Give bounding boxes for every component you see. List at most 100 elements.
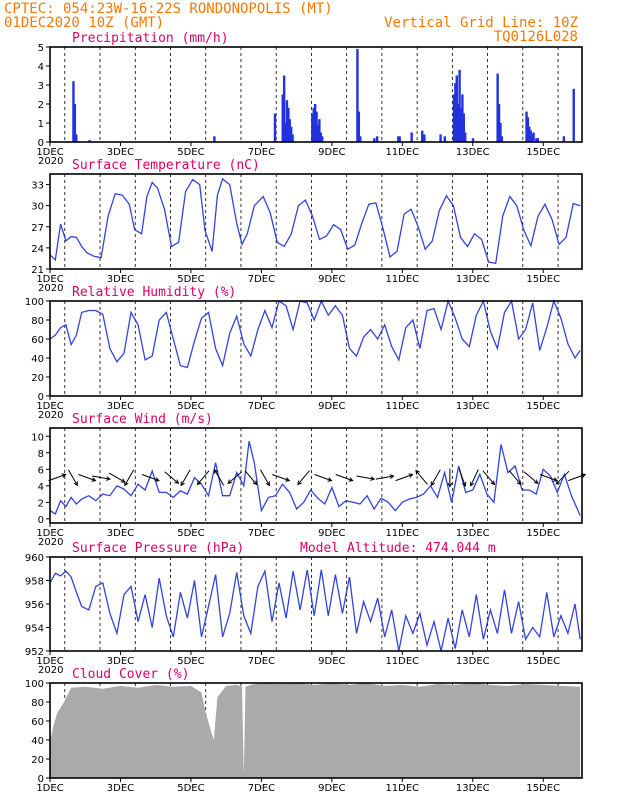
wind-arrow (180, 469, 191, 487)
wind-arrow-shaft (78, 474, 96, 482)
wind-arrow (78, 474, 97, 482)
x-tick-label: 1DEC (36, 401, 63, 412)
wind-arrow (164, 471, 180, 485)
y-tick-label: 8 (38, 449, 44, 460)
precip-bar (423, 134, 426, 142)
wind-arrow (430, 469, 441, 487)
y-tick-label: 40 (31, 354, 44, 365)
x-tick-label: 15DEC (526, 783, 560, 794)
panel-annotation-pressure: Model Altitude: 474.044 m (300, 541, 496, 556)
wind-arrow (508, 470, 522, 486)
humidity-series-line (49, 298, 581, 369)
y-tick-label: 956 (25, 600, 44, 611)
year-label: 2020 (38, 537, 63, 548)
wind-arrow (447, 468, 453, 488)
wind-arrow-shaft (539, 474, 558, 482)
wind-arrow-head (469, 481, 475, 487)
x-tick-label: 5DEC (177, 783, 204, 794)
x-tick-label: 11DEC (385, 656, 419, 667)
precip-bar (499, 123, 502, 142)
wind-arrow-shaft (92, 475, 111, 480)
y-tick-label: 24 (31, 244, 44, 255)
precip-bar (536, 138, 540, 142)
wind-arrow-head (73, 481, 78, 487)
wind-arrow-head (91, 477, 97, 482)
wind-arrow-head (297, 480, 302, 486)
wind-arrow (196, 470, 210, 486)
x-tick-label: 3DEC (107, 783, 134, 794)
wind-arrow-head (430, 481, 435, 487)
x-tick-label: 1DEC (36, 274, 63, 285)
wind-arrow-head (490, 480, 496, 486)
precip-bar (75, 134, 78, 142)
year-label: 2020 (38, 156, 63, 167)
wind-arrow (335, 474, 354, 482)
panel-title-humidity: Relative Humidity (%) (72, 285, 236, 300)
header-run-time: 01DEC2020 10Z (GMT) (4, 15, 164, 31)
panel-frame (49, 300, 583, 397)
panel-humidity: 0 20 40 60 80 100 1DEC 3DEC 5DEC 7DEC 9DEC 11DEC 13D… (25, 285, 583, 421)
wind-arrow-shaft (508, 470, 522, 485)
precip-bar (72, 81, 75, 142)
wind-arrow (297, 470, 310, 486)
wind-arrow (539, 474, 558, 482)
precip-bar (458, 69, 461, 142)
wind-arrow-head (327, 477, 333, 482)
y-tick-label: 80 (31, 316, 44, 327)
wind-arrow-head (61, 473, 67, 478)
wind-arrow-shaft (227, 471, 243, 484)
cloud-cover-area (50, 683, 581, 778)
y-tick-label: 2 (38, 100, 44, 111)
header-grid-note: Vertical Grid Line: 10Z (384, 15, 578, 31)
wind-arrow-head (285, 477, 291, 482)
wind-arrow-head (348, 477, 354, 482)
precip-bar (526, 117, 530, 142)
x-tick-label: 15DEC (526, 528, 560, 539)
wind-arrow-head (180, 481, 185, 487)
panel-title-cloud: Cloud Cover (%) (72, 667, 189, 682)
precip-bar (456, 104, 460, 142)
x-tick-label: 15DEC (526, 274, 560, 285)
panels: 0 1 2 3 4 5 1DEC 3DEC 5DEC 7DEC 9DEC 11DEC 13DEC 15DE… (25, 31, 587, 794)
panel-title-temp: Surface Temperature (nC) (72, 158, 260, 173)
wind-arrow (67, 469, 78, 487)
wind-arrow-shaft (415, 470, 428, 485)
y-tick-label: 3 (38, 81, 44, 92)
y-tick-label: 0 (38, 138, 44, 149)
panel-frame (49, 427, 583, 524)
wind-arrow-shaft (523, 471, 539, 484)
year-label: 2020 (38, 665, 63, 676)
x-tick-label: 15DEC (526, 147, 560, 158)
wind-arrow-head (555, 479, 561, 485)
wind-arrow-shaft (335, 474, 353, 482)
precip-bar (311, 113, 314, 142)
precip-bar (359, 136, 362, 142)
precip-bar (289, 126, 293, 142)
wind-arrow (469, 469, 479, 487)
wind-arrow (124, 469, 135, 487)
y-tick-label: 0 (38, 774, 44, 785)
precip-bar (318, 119, 321, 142)
x-tick-label: 7DEC (248, 783, 275, 794)
wind-arrow (523, 471, 539, 485)
precip-bar (320, 136, 324, 142)
precip-bar (287, 107, 290, 142)
wind-arrow-shaft (272, 474, 290, 482)
wind-arrow-shaft (375, 475, 394, 480)
x-tick-label: 11DEC (385, 147, 419, 158)
panel-title-precip: Precipitation (mm/h) (72, 31, 229, 46)
wind-arrow-shaft (67, 469, 78, 486)
y-tick-label: 20 (31, 373, 44, 384)
y-tick-label: 6 (38, 465, 44, 476)
wind-arrow-head (265, 481, 270, 487)
panel-frame (49, 682, 583, 779)
x-tick-label: 9DEC (318, 783, 345, 794)
precip-bar (471, 138, 475, 142)
x-tick-label: 1DEC (36, 656, 63, 667)
wind-arrow-shaft (108, 472, 125, 483)
panel-pressure: 952 954 956 958 960 1DEC 3DEC 5DEC 7DEC 9DEC 11DEC… (25, 541, 583, 676)
x-tick-label: 13DEC (456, 656, 490, 667)
panel-title-wind: Surface Wind (m/s) (72, 412, 213, 427)
y-tick-label: 27 (31, 223, 44, 234)
precip-bar (356, 48, 359, 142)
